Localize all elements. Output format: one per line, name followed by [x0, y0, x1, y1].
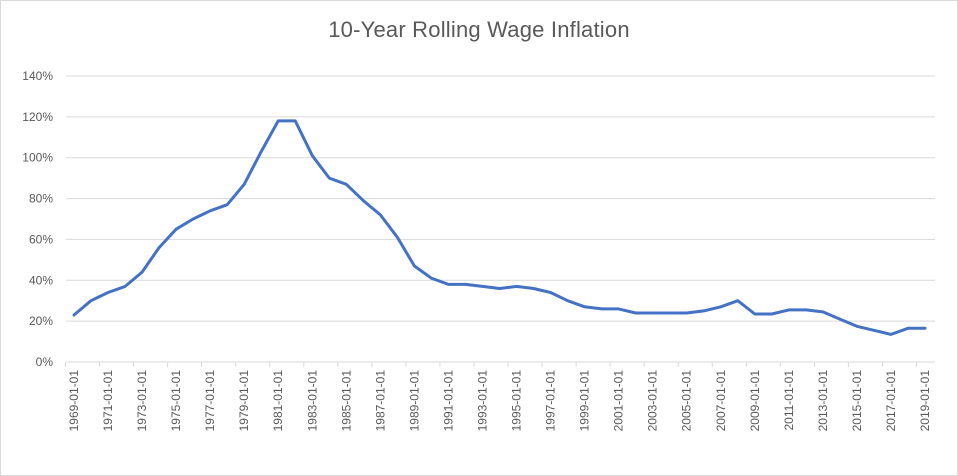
x-tick-label: 2007-01-01: [714, 370, 728, 432]
x-tick-label: 1981-01-01: [271, 370, 285, 432]
x-tick-label: 2005-01-01: [680, 370, 694, 432]
x-tick-label: 1973-01-01: [135, 370, 149, 432]
gridlines: [66, 75, 935, 363]
x-tick-label: 1971-01-01: [101, 370, 115, 432]
y-tick-label: 60%: [29, 232, 53, 246]
x-tick-label: 2013-01-01: [816, 370, 830, 432]
x-tick-label: 2015-01-01: [850, 370, 864, 432]
y-tick-label: 100%: [22, 151, 53, 165]
x-axis: 1969-01-01 1971-01-01 1973-01-01 1975-01-01…: [64, 362, 932, 432]
x-tick-label: 1995-01-01: [510, 370, 524, 432]
y-tick-label: 40%: [29, 273, 53, 287]
y-axis-labels: 0% 20% 40% 60% 80% 100% 120% 140%: [22, 69, 53, 369]
chart-title: 10-Year Rolling Wage Inflation: [328, 17, 630, 42]
y-tick-label: 0%: [36, 355, 54, 369]
x-tick-label: 2019-01-01: [918, 370, 932, 432]
wage-inflation-line: [72, 119, 927, 336]
x-tick-label: 1969-01-01: [67, 370, 81, 432]
x-tick-label: 1993-01-01: [475, 370, 489, 432]
x-tick-label: 1985-01-01: [339, 370, 353, 432]
x-tick-label: 2011-01-01: [782, 370, 796, 431]
x-tick-label: 1979-01-01: [237, 370, 251, 432]
y-tick-label: 140%: [22, 69, 53, 83]
x-tick-label: 1987-01-01: [373, 370, 387, 432]
x-tick-label: 1991-01-01: [441, 370, 455, 432]
x-tick-label: 1977-01-01: [203, 370, 217, 432]
y-tick-label: 20%: [29, 314, 53, 328]
x-tick-label: 1975-01-01: [169, 370, 183, 432]
y-tick-label: 80%: [29, 192, 53, 206]
x-tick-label: 1983-01-01: [305, 370, 319, 432]
x-tick-label: 2003-01-01: [646, 370, 660, 432]
x-tick-label: 1999-01-01: [578, 370, 592, 432]
x-tick-label: 1989-01-01: [407, 370, 421, 432]
x-tick-label: 2009-01-01: [748, 370, 762, 432]
y-tick-label: 120%: [22, 110, 53, 124]
x-tick-label: 2017-01-01: [884, 370, 898, 432]
x-tick-label: 2001-01-01: [612, 370, 626, 432]
x-tick-label: 1997-01-01: [544, 370, 558, 432]
